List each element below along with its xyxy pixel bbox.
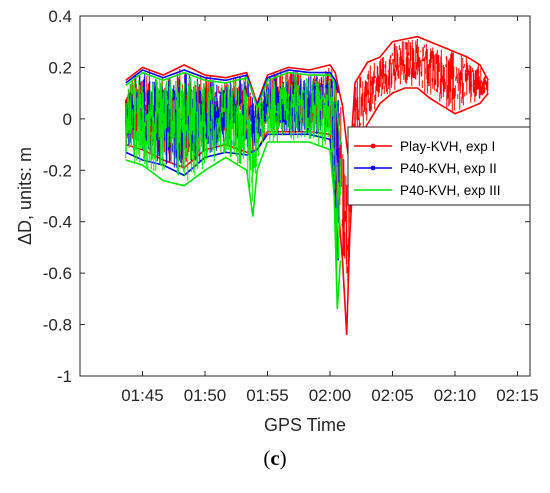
legend-entry-3: P40-KVH, exp III xyxy=(354,183,501,198)
legend-label: P40-KVH, exp II xyxy=(400,161,497,176)
legend-label: Play-KVH, exp I xyxy=(400,139,495,154)
legend: Play-KVH, exp I P40-KVH, exp II P40-KVH, e… xyxy=(347,126,531,206)
series-1-lower-envelope xyxy=(125,87,489,335)
y-tick-label: -0.8 xyxy=(43,316,72,335)
figure-caption: (c) xyxy=(263,446,287,470)
legend-label: P40-KVH, exp III xyxy=(400,183,501,198)
legend-marker xyxy=(370,143,376,149)
x-axis-label: GPS Time xyxy=(264,415,346,435)
y-tick-label: 0.2 xyxy=(48,58,72,77)
legend-marker xyxy=(370,165,376,171)
y-tick-label: 0 xyxy=(63,110,72,129)
y-axis-label-symbol: Δ xyxy=(15,233,35,245)
y-axis-label-text: D, units: m xyxy=(15,147,35,233)
y-tick-label: -0.2 xyxy=(43,161,72,180)
legend-entry-1: Play-KVH, exp I xyxy=(354,139,495,154)
ticks-layer: 01:45 01:50 01:55 02:00 02:05 02:10 02:15 0.4 0.… xyxy=(43,7,539,405)
y-tick-label: -0.6 xyxy=(43,264,72,283)
y-tick-label: -0.4 xyxy=(43,213,72,232)
y-tick-label: -1 xyxy=(57,367,72,386)
legend-entry-2: P40-KVH, exp II xyxy=(354,161,497,176)
series-3-upper-envelope xyxy=(125,71,342,145)
series-1-upper-envelope xyxy=(125,35,490,166)
figure-caption-letter: c xyxy=(270,446,280,470)
x-tick-label: 01:55 xyxy=(246,386,289,405)
series-3-lower-envelope xyxy=(125,141,342,310)
x-tick-label: 01:45 xyxy=(121,386,164,405)
y-tick-label: 0.4 xyxy=(48,7,72,26)
series-3-trace xyxy=(125,74,341,277)
series-2-lower-envelope xyxy=(125,133,340,261)
series-3 xyxy=(125,71,342,310)
x-tick-label: 02:15 xyxy=(496,386,539,405)
x-tick-label: 02:10 xyxy=(434,386,477,405)
y-axis-label: ΔD, units: m xyxy=(15,147,35,245)
x-tick-label: 02:05 xyxy=(371,386,414,405)
data-layer xyxy=(125,35,490,335)
legend-box xyxy=(347,126,531,206)
x-tick-label: 01:50 xyxy=(184,386,227,405)
x-tick-label: 02:00 xyxy=(309,386,352,405)
